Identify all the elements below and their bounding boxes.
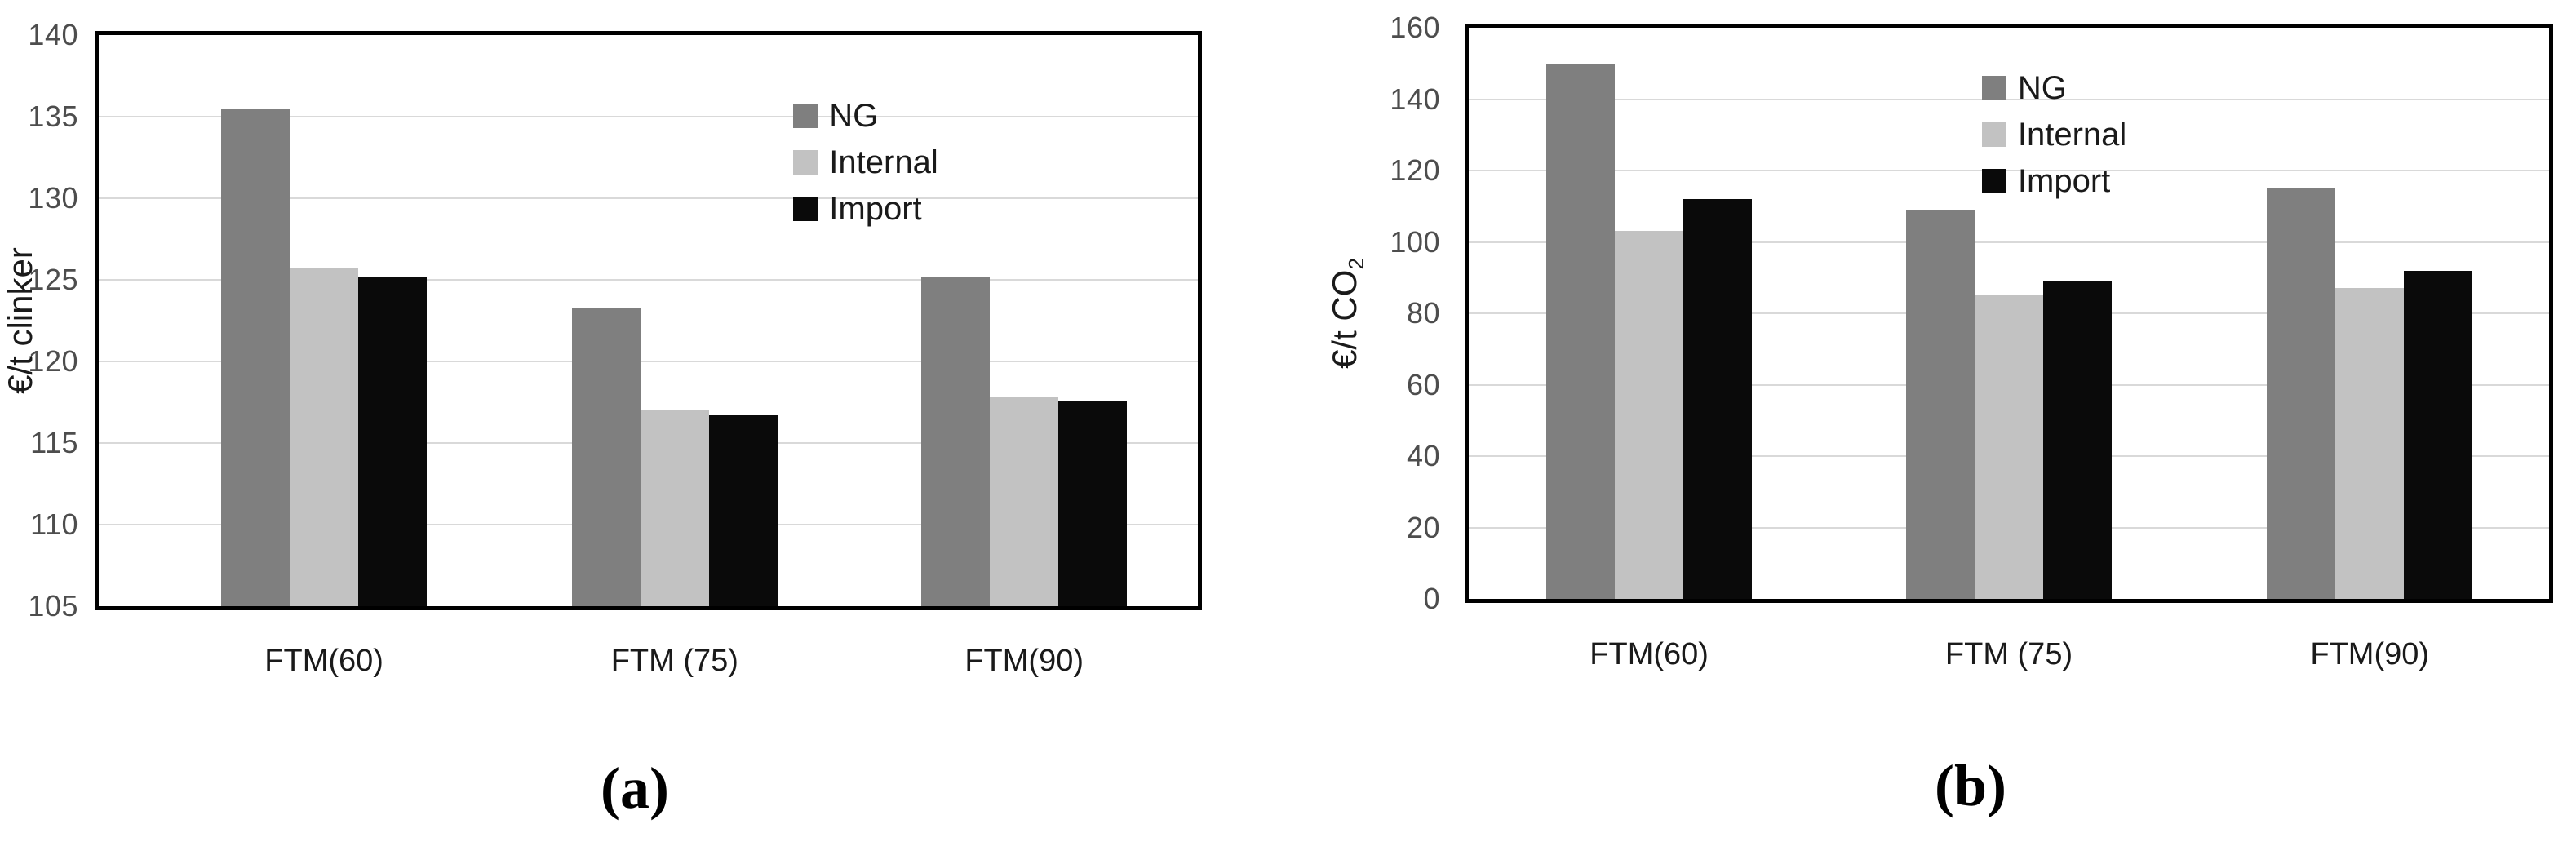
- y-tick-label-100: 100: [1390, 224, 1440, 259]
- legend-label-internal: Internal: [829, 144, 938, 181]
- y-tick-label-130: 130: [28, 181, 78, 215]
- bar-internal-group0: [290, 268, 359, 606]
- bar-internal-group1: [640, 410, 709, 606]
- y-tick-label-80: 80: [1406, 296, 1440, 330]
- y-tick-label-120: 120: [28, 344, 78, 378]
- plot-area-a: NG Internal Import: [95, 31, 1202, 610]
- y-tick-label-135: 135: [28, 100, 78, 133]
- bar-internal-group2: [990, 397, 1059, 606]
- y-tick-label-60: 60: [1406, 367, 1440, 401]
- x-category-label-2: FTM(90): [964, 644, 1084, 678]
- y-tick-label-125: 125: [28, 263, 78, 296]
- legend-swatch-ng-icon: [793, 104, 818, 129]
- legend-swatch-internal-icon: [1981, 122, 2006, 147]
- gridline-120: [99, 361, 1198, 362]
- legend-item-ng: NG: [1981, 65, 2126, 112]
- y-tick-label-40: 40: [1406, 439, 1440, 472]
- gridline-140: [1469, 98, 2549, 100]
- bar-internal-group0: [1615, 231, 1684, 599]
- bar-ng-group2: [2267, 188, 2336, 599]
- panel-caption-b: (b): [1935, 753, 2006, 818]
- legend-swatch-import-icon: [1981, 169, 2006, 193]
- legend-b: NG Internal Import: [1981, 65, 2127, 205]
- legend-item-internal: Internal: [793, 140, 938, 186]
- gridline-130: [99, 197, 1198, 199]
- x-category-label-2: FTM(90): [2310, 637, 2430, 671]
- bar-ng-group2: [921, 277, 991, 606]
- gridline-135: [99, 116, 1198, 117]
- gridline-125: [99, 279, 1198, 281]
- legend-label-ng: NG: [2017, 70, 2067, 106]
- bar-import-group0: [358, 277, 428, 606]
- legend-label-ng: NG: [829, 98, 879, 135]
- y-tick-label-115: 115: [30, 426, 78, 459]
- y-axis-title-text: €/t CO: [1324, 269, 1363, 369]
- gridline-100: [1469, 241, 2549, 243]
- legend-swatch-internal-icon: [793, 150, 818, 175]
- y-tick-label-110: 110: [30, 507, 78, 541]
- plot-area-b: NG Internal Import: [1465, 24, 2553, 603]
- x-category-label-1: FTM (75): [1944, 637, 2073, 671]
- legend-item-internal: Internal: [1981, 112, 2127, 158]
- panel-caption-a: (a): [601, 755, 669, 821]
- y-tick-label-140: 140: [28, 18, 78, 51]
- y-tick-label-140: 140: [1390, 82, 1440, 116]
- legend-swatch-ng-icon: [1981, 76, 2006, 100]
- gridline-120: [1469, 170, 2549, 171]
- legend-item-import: Import: [1981, 158, 2126, 205]
- bar-import-group1: [2043, 281, 2112, 599]
- y-tick-label-160: 160: [1390, 11, 1440, 44]
- y-tick-label-0: 0: [1423, 582, 1440, 615]
- y-tick-label-120: 120: [1390, 153, 1440, 187]
- legend-item-import: Import: [793, 186, 938, 233]
- legend-label-import: Import: [829, 191, 922, 228]
- bar-import-group0: [1683, 199, 1753, 599]
- bar-import-group1: [708, 415, 778, 606]
- bar-ng-group0: [1546, 63, 1616, 599]
- legend-label-import: Import: [2017, 163, 2111, 199]
- x-category-label-1: FTM (75): [610, 644, 738, 678]
- bar-ng-group1: [571, 308, 641, 606]
- y-tick-label-20: 20: [1406, 510, 1440, 544]
- legend-item-ng: NG: [793, 93, 938, 140]
- bar-import-group2: [1058, 401, 1128, 606]
- legend-label-internal: Internal: [2017, 117, 2127, 153]
- bar-import-group2: [2404, 270, 2473, 599]
- x-category-label-0: FTM(60): [264, 644, 384, 678]
- x-category-label-0: FTM(60): [1589, 637, 1709, 671]
- bar-internal-group2: [2335, 288, 2405, 599]
- y-tick-label-105: 105: [28, 589, 78, 623]
- legend-swatch-import-icon: [793, 197, 818, 222]
- y-axis-title-b: €/t CO2: [1324, 258, 1373, 369]
- legend-a: NG Internal Import: [793, 93, 938, 233]
- y-axis-title-subscript: 2: [1344, 258, 1369, 270]
- bar-internal-group1: [1975, 295, 2043, 599]
- bar-ng-group0: [221, 109, 290, 606]
- bar-ng-group1: [1906, 210, 1975, 599]
